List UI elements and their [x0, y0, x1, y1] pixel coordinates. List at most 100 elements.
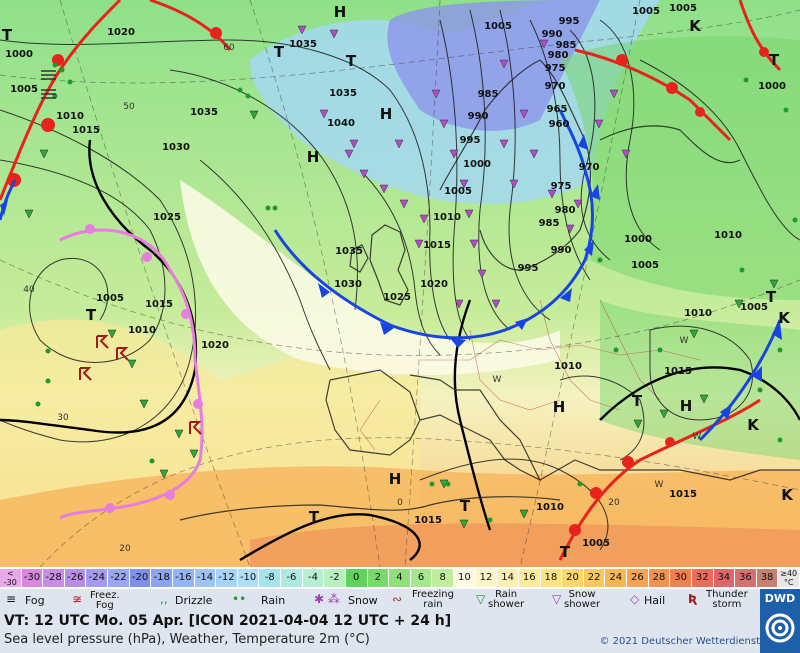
- map-label: W: [693, 432, 702, 442]
- colorbar-cell: 28: [648, 569, 671, 587]
- isobar-label: 1000: [758, 81, 786, 92]
- pressure-center: K: [781, 486, 794, 504]
- map-label: 30: [57, 413, 69, 423]
- valid-time-line: VT: 12 UTC Mo. 05 Apr. [ICON 2021-04-04 …: [4, 613, 452, 629]
- isobar-label: 1010: [128, 325, 156, 336]
- colorbar-cell: 14: [497, 569, 519, 587]
- isobar-label: 985: [556, 40, 577, 51]
- cold-fronts: [0, 109, 782, 442]
- country-borders: [359, 299, 701, 451]
- fog-symbols: [41, 70, 56, 99]
- thunderstorm-icon: Ʀ: [688, 592, 698, 606]
- cold-core-zone: [387, 0, 600, 131]
- pressure-center: K: [747, 416, 760, 434]
- colorbar-cell: 36: [735, 569, 757, 587]
- rain-icon: ••: [232, 592, 247, 606]
- pressure-center: T: [309, 508, 320, 526]
- graticule: [0, 0, 800, 567]
- temperature-colorbar: < -30 -30 -28 -26 -24 -22 -20 -18 -16 -14 -12 -10 -8…: [0, 567, 800, 589]
- pressure-center: T: [2, 26, 13, 44]
- colorbar-cell: 24: [605, 569, 627, 587]
- colorbar-cell: -10: [237, 569, 260, 587]
- map-label: 20: [608, 498, 620, 508]
- colorbar-cell: -2: [324, 569, 346, 587]
- isobar-label: 970: [579, 162, 600, 173]
- colorbar-cell: -20: [129, 569, 152, 587]
- pressure-center: H: [680, 397, 693, 415]
- colorbar-cell: -22: [108, 569, 130, 587]
- colorbar-cell: 38: [756, 569, 779, 587]
- green-scandinavia-zone: [560, 36, 800, 300]
- map-label: W: [680, 336, 689, 346]
- isobar-label: 990: [551, 245, 572, 256]
- pressure-center: H: [334, 3, 347, 21]
- colorbar-cell: -6: [281, 569, 303, 587]
- colorbar-cell: 18: [540, 569, 563, 587]
- isobar-label: 1020: [420, 279, 448, 290]
- rain-symbols: [35, 62, 798, 523]
- pressure-center: T: [560, 543, 571, 561]
- isobar-label: 1025: [383, 292, 411, 303]
- drizzle-icon: ,,: [160, 592, 168, 606]
- pressure-center: H: [380, 105, 393, 123]
- pressure-center: T: [86, 306, 97, 324]
- pressure-center: T: [274, 43, 285, 61]
- map-misc-labels: 60 50 40 30 20 0 20 W W W W: [23, 43, 701, 554]
- isobar-label: 970: [545, 81, 566, 92]
- pressure-center: K: [689, 17, 702, 35]
- snow-icon: ✱ ⁂: [314, 592, 340, 606]
- pressure-center: K: [778, 309, 791, 327]
- isobar-label: 1035: [329, 88, 357, 99]
- isobar-label: 1015: [669, 489, 697, 500]
- colorbar-cell: 6: [410, 569, 433, 587]
- colorbar-cell: -24: [86, 569, 109, 587]
- isobar-label: 1025: [153, 212, 181, 223]
- colorbar-cell: 16: [518, 569, 541, 587]
- colorbar-cell: 20: [562, 569, 584, 587]
- colorbar-cell: ≥40 °C: [778, 569, 800, 587]
- isobar-label: 1020: [201, 340, 229, 351]
- isobar-label: 1015: [414, 515, 442, 526]
- map-label: 60: [223, 43, 235, 53]
- map-label: 50: [123, 102, 135, 112]
- colorbar-cell: < -30: [0, 569, 22, 587]
- isobar-label: 1040: [327, 118, 355, 129]
- colorbar-cell: -16: [172, 569, 195, 587]
- colorbar-cell: 10: [454, 569, 476, 587]
- hail-icon: ◇: [630, 592, 640, 606]
- weather-legend: ≡ Fog ≆ Freez. Fog ,, Drizzle •• Rain ✱ …: [0, 589, 760, 613]
- colorbar-cell: -26: [64, 569, 87, 587]
- colorbar-cell: 12: [475, 569, 498, 587]
- map-label: 0: [397, 498, 403, 508]
- isobar-label: 1005: [631, 260, 659, 271]
- colorbar-cell: -18: [151, 569, 173, 587]
- thunderstorm-symbols: [79, 335, 202, 435]
- weather-map: 1020 1000 1005 1010 1015 1035 1035 1035 1040 1030…: [0, 0, 800, 567]
- isobar-label: 995: [460, 135, 481, 146]
- colorbar-cell: 26: [627, 569, 649, 587]
- isobar-label: 1015: [664, 366, 692, 377]
- colorbar-cell: -4: [302, 569, 325, 587]
- isobar-label: 990: [468, 111, 489, 122]
- isobar-label: 1015: [423, 240, 451, 251]
- isobar-label: 1010: [554, 361, 582, 372]
- colorbar-cell: -30: [21, 569, 44, 587]
- isobar-label: 975: [551, 181, 572, 192]
- colorbar-cell: 8: [432, 569, 455, 587]
- coastlines: [179, 59, 800, 521]
- logo-text: DWD: [764, 592, 796, 605]
- colorbar-cell: 22: [583, 569, 606, 587]
- isobar-label: 1005: [740, 302, 768, 313]
- hot-sahara-zone: [250, 523, 800, 567]
- isobar-label: 975: [545, 63, 566, 74]
- pressure-center: T: [766, 288, 777, 306]
- isobar-label: 1010: [433, 212, 461, 223]
- isobar-label: 1000: [624, 234, 652, 245]
- map-label: W: [655, 480, 664, 490]
- snow-shower-symbols: [297, 25, 631, 309]
- isobar-label: 995: [518, 263, 539, 274]
- fog-icon: ≡: [6, 592, 17, 606]
- pressure-center: H: [553, 398, 566, 416]
- pressure-center: H: [389, 470, 402, 488]
- isobar-label: 1005: [669, 3, 697, 14]
